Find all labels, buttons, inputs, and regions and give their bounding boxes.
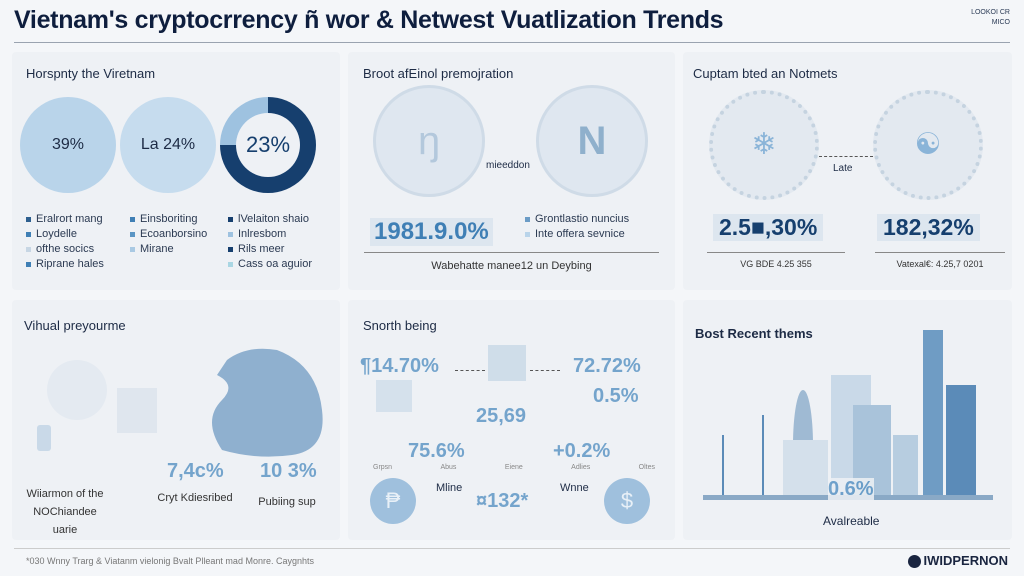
- badge-line: LOOKOI CR: [971, 9, 1010, 16]
- logo-badge: LOOKOI CR MICO: [940, 8, 1010, 28]
- axis-label: Abus: [440, 464, 457, 471]
- legend-item: lVelaiton shaio: [228, 213, 312, 225]
- legend-col: Eralrort mang Loydelle ofthe socics Ripr…: [26, 213, 104, 270]
- stat-value: ¶14.70%: [360, 355, 439, 377]
- bank-icon: [488, 345, 526, 381]
- donut-chart: 23%: [220, 97, 316, 193]
- legend-item: Grontlastio nuncius: [525, 213, 629, 225]
- panel-recent-trends: Bost Recent thems 0.6% Avalreable: [683, 300, 1012, 540]
- panel-title: Broot afEinol premojration: [363, 66, 514, 81]
- building: [946, 385, 976, 500]
- coin-icon: N: [536, 85, 648, 197]
- connector-line: [819, 156, 873, 157]
- caption: Pubiing sup: [258, 496, 316, 508]
- legend-item: Inte offera sevnice: [525, 228, 629, 240]
- footer-text: *030 Wnny Trarg & Viatanm vielonig Bvalt…: [26, 556, 314, 566]
- stat-value: 10 3%: [260, 460, 317, 482]
- city-skyline-illustration: [703, 330, 993, 500]
- panel-vietnam-share: Horspnty the Viretnam 39% La 24% 23% Era…: [12, 52, 340, 290]
- brand-name: IWIDPERNON: [923, 553, 1009, 568]
- stat-value: +0.2%: [553, 440, 611, 462]
- axis-label: Oltes: [638, 464, 655, 471]
- stat-value: 0.6%: [828, 478, 874, 501]
- caption: Cryt Kdiesribed: [157, 492, 233, 504]
- stat-value: 25,69: [476, 405, 527, 427]
- header-divider: [14, 42, 1010, 43]
- gear-icon: ☯: [873, 90, 983, 200]
- circle-label: La 24%: [140, 136, 196, 153]
- legend-item: Riprane hales: [26, 258, 104, 270]
- stat-value: ¤132*: [476, 490, 529, 512]
- caption: Wiiarmon of the NOChiandee uarie: [26, 488, 104, 536]
- center-label: mieeddon: [486, 160, 530, 171]
- panel-title: Horspnty the Viretnam: [26, 66, 156, 81]
- axis-label: Grpsn: [373, 464, 393, 471]
- stat-value: 182,32%: [877, 214, 980, 241]
- legend-item: Cass oa aguior: [228, 258, 312, 270]
- legend-item: Mirane: [130, 243, 207, 255]
- legend-item: Eralrort mang: [26, 213, 104, 225]
- legend-item: ofthe socics: [26, 243, 104, 255]
- divider: [364, 252, 659, 253]
- coin-icon: ŋ: [373, 85, 485, 197]
- caption: VG BDE 4.25 355: [740, 259, 812, 269]
- panel-promotion: Broot afEinol premojration ŋ N mieeddon …: [348, 52, 675, 290]
- brand-icon: [907, 555, 921, 569]
- page-title: Vietnam's cryptocrrency ñ wor & Netwest …: [14, 6, 724, 34]
- temple-icon: [376, 380, 412, 412]
- stat-circle: La 24%: [120, 97, 216, 193]
- panel-networks: Cuptam bted an Notmets ❄ ☯ Late 2.5■,30%…: [683, 52, 1012, 290]
- panel-title: Bost Recent thems: [695, 326, 813, 341]
- legend-item: Ecoanborsino: [130, 228, 207, 240]
- gear-icon: ❄: [709, 90, 819, 200]
- legend-item: Rils meer: [228, 243, 312, 255]
- stat-circle: 39%: [20, 97, 116, 193]
- brand-logo: IWIDPERNON: [907, 553, 1009, 569]
- legend-item: Loydelle: [26, 228, 104, 240]
- phone-icon: [37, 425, 51, 451]
- big-stat: 1981.9.0%: [370, 218, 493, 246]
- axis-label: Adlies: [571, 464, 591, 471]
- device-icon: [47, 360, 107, 420]
- qr-icon: [117, 388, 157, 433]
- dollar-coin-icon: $: [604, 478, 650, 524]
- panel-visual: Vihual preyourme 7,4c% 10 3% Wiiarmon of…: [12, 300, 340, 540]
- stat-value: 75.6%: [408, 440, 465, 462]
- vietnam-map: [212, 348, 323, 457]
- center-label: Late: [833, 163, 853, 174]
- panel-title: Cuptam bted an Notmets: [693, 66, 838, 81]
- caption: Wabehatte manee12 un Deybing: [431, 260, 592, 272]
- legend-col: lVelaiton shaio Inlresbom Rils meer Cass…: [228, 213, 312, 270]
- caption: Vatexal€: 4.25,7 0201: [896, 259, 984, 269]
- stat-value: 0.5%: [593, 385, 639, 407]
- legend-item: Einsboriting: [130, 213, 207, 225]
- label: Wnne: [560, 482, 589, 494]
- connector-line: [455, 370, 485, 371]
- stat-value: 72.72%: [573, 355, 641, 377]
- coin-icon: ₱: [370, 478, 416, 524]
- caption: Avalreable: [823, 514, 880, 528]
- donut-label: 23%: [236, 113, 300, 177]
- stat-value: 7,4c%: [167, 460, 224, 482]
- axis-label: Eiene: [504, 464, 523, 471]
- divider: [875, 252, 1005, 253]
- building: [783, 440, 828, 500]
- tower: [923, 330, 943, 500]
- panel-growth: Snorth being ¶14.70% 72.72% 0.5% 25,69 7…: [348, 300, 675, 540]
- legend-col: Einsboriting Ecoanborsino Mirane: [130, 213, 207, 255]
- stat-value: 2.5■,30%: [713, 214, 824, 241]
- building: [893, 435, 918, 500]
- legend-item: Inlresbom: [228, 228, 312, 240]
- badge-line: MICO: [991, 19, 1010, 26]
- illustration: [37, 348, 323, 457]
- legend: Grontlastio nuncius Inte offera sevnice: [525, 213, 629, 240]
- axis: Grpsn Abus Eiene Adlies Oltes: [373, 464, 655, 471]
- panel-title: Snorth being: [363, 318, 437, 333]
- footer-divider: [14, 548, 1010, 549]
- connector-line: [530, 370, 560, 371]
- label: Mline: [436, 482, 463, 494]
- divider: [707, 252, 845, 253]
- panel-title: Vihual preyourme: [24, 318, 126, 333]
- circle-label: 39%: [51, 136, 85, 153]
